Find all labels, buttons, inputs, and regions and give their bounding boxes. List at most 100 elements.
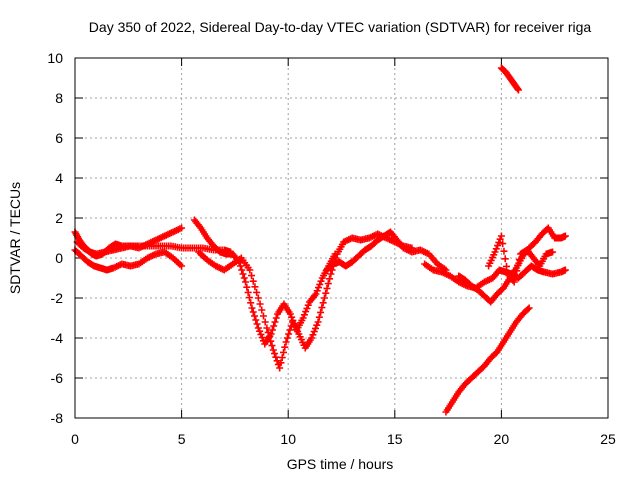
data-point bbox=[309, 331, 317, 339]
data-point bbox=[280, 348, 288, 356]
data-point bbox=[259, 312, 267, 320]
data-point bbox=[258, 306, 266, 314]
x-axis-label: GPS time / hours bbox=[287, 456, 394, 472]
y-tick-label: 0 bbox=[55, 250, 63, 266]
data-point bbox=[256, 327, 264, 335]
series-pass-B bbox=[71, 246, 186, 274]
y-tick-label: -2 bbox=[51, 290, 64, 306]
series-pass-K bbox=[497, 64, 522, 94]
data-point bbox=[314, 284, 322, 292]
data-point bbox=[514, 86, 522, 94]
data-point bbox=[312, 290, 320, 298]
plot-frame bbox=[74, 57, 609, 419]
data-point bbox=[510, 278, 518, 286]
data-point bbox=[285, 330, 293, 338]
data-point bbox=[239, 270, 247, 278]
data-point bbox=[261, 318, 269, 326]
data-point bbox=[492, 245, 500, 253]
data-point bbox=[514, 261, 522, 269]
data-point bbox=[283, 334, 291, 342]
x-tick-label: 15 bbox=[387, 431, 403, 447]
data-point bbox=[497, 232, 505, 240]
data-point bbox=[277, 359, 285, 367]
data-point bbox=[316, 280, 324, 288]
data-point bbox=[272, 314, 280, 322]
data-point bbox=[561, 266, 569, 274]
series-pass-C bbox=[73, 238, 235, 258]
y-tick-label: 2 bbox=[55, 210, 63, 226]
x-tick-labels: 0 5 10 15 20 25 bbox=[71, 431, 616, 447]
x-tick-label: 5 bbox=[178, 431, 186, 447]
data-point bbox=[268, 326, 276, 334]
data-point bbox=[249, 277, 257, 285]
data-point bbox=[240, 274, 248, 282]
data-point bbox=[282, 338, 290, 346]
y-tick-label: 6 bbox=[55, 130, 63, 146]
y-tick-label: 4 bbox=[55, 170, 63, 186]
chart-title: Day 350 of 2022, Sidereal Day-to-day VTE… bbox=[89, 19, 592, 35]
data-point bbox=[248, 304, 256, 312]
data-point bbox=[513, 267, 521, 275]
data-point bbox=[254, 324, 262, 332]
data-point bbox=[313, 287, 321, 295]
data-point bbox=[313, 321, 321, 329]
data-point bbox=[320, 294, 328, 302]
data-point bbox=[264, 328, 272, 336]
x-tick-label: 0 bbox=[71, 431, 79, 447]
y-tick-label: 8 bbox=[55, 90, 63, 106]
data-point bbox=[272, 353, 280, 361]
data-point bbox=[314, 318, 322, 326]
data-point bbox=[236, 262, 244, 270]
data-point bbox=[286, 310, 294, 318]
data-point bbox=[249, 308, 257, 316]
data-point bbox=[244, 288, 252, 296]
data-point bbox=[549, 248, 557, 256]
data-point bbox=[315, 313, 323, 321]
data-point bbox=[299, 314, 307, 322]
data-point bbox=[317, 308, 325, 316]
data-point bbox=[257, 330, 265, 338]
data-point bbox=[503, 262, 511, 270]
series-pass-J bbox=[442, 304, 533, 416]
data-point bbox=[271, 318, 279, 326]
data-point bbox=[515, 256, 523, 264]
data-point bbox=[501, 255, 509, 263]
data-point bbox=[499, 240, 507, 248]
data-point bbox=[178, 262, 186, 270]
data-point bbox=[286, 326, 294, 334]
y-tick-label: -6 bbox=[51, 370, 64, 386]
y-axis-label: SDTVAR / TECUs bbox=[7, 182, 23, 294]
data-point bbox=[267, 337, 275, 345]
data-point bbox=[263, 324, 271, 332]
data-point bbox=[495, 238, 503, 246]
data-point bbox=[304, 301, 312, 309]
data-point bbox=[318, 304, 326, 312]
data-point bbox=[265, 333, 273, 341]
data-point bbox=[310, 328, 318, 336]
y-tick-labels: -8 -6 -4 -2 0 2 4 6 8 10 bbox=[47, 50, 63, 426]
data-point bbox=[238, 266, 246, 274]
data-point bbox=[561, 232, 569, 240]
data-point bbox=[253, 288, 261, 296]
data-point bbox=[268, 342, 276, 350]
data-point bbox=[308, 334, 316, 342]
data-point bbox=[253, 320, 261, 328]
grid-lines bbox=[75, 58, 608, 418]
data-point bbox=[322, 289, 330, 297]
data-point bbox=[514, 85, 522, 93]
data-point bbox=[288, 313, 296, 321]
data-point bbox=[323, 284, 331, 292]
data-point bbox=[302, 308, 310, 316]
data-point bbox=[178, 224, 186, 232]
data-point bbox=[500, 247, 508, 255]
data-point bbox=[494, 242, 502, 250]
data-point bbox=[251, 283, 259, 291]
data-point bbox=[511, 272, 519, 280]
y-tick-label: 10 bbox=[47, 50, 63, 66]
data-point bbox=[324, 280, 332, 288]
data-point bbox=[525, 304, 533, 312]
data-point bbox=[491, 248, 499, 256]
data-point bbox=[252, 316, 260, 324]
y-tick-label: -4 bbox=[51, 330, 64, 346]
